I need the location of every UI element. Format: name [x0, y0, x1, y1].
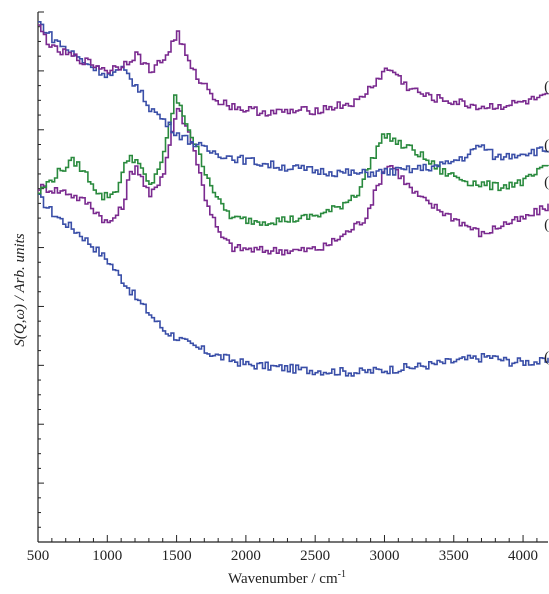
series-line-0 [38, 193, 549, 377]
series-line-4 [38, 24, 549, 117]
x-tick-label: 3000 [369, 548, 399, 564]
series-labels: (a) (b) (c) (d) (e) [544, 79, 549, 365]
x-axis: 500 1000 1500 2000 2500 3000 3500 4000 [27, 535, 538, 564]
series-label: (e) [544, 79, 549, 95]
x-tick-label: 1000 [92, 548, 122, 564]
series-line-3 [38, 21, 549, 178]
series-label: (b) [544, 217, 549, 233]
x-axis-title: Wavenumber / cm-1 [228, 569, 346, 587]
x-tick-label: 2500 [300, 548, 330, 564]
series-label: (c) [544, 175, 549, 191]
series-line-1 [38, 107, 549, 256]
series-layer [38, 21, 549, 377]
x-tick-label: 1500 [162, 548, 192, 564]
x-tick-label: 2000 [231, 548, 261, 564]
series-label: (d) [544, 138, 549, 154]
series-label: (a) [544, 350, 549, 366]
x-tick-label: 4000 [508, 548, 538, 564]
series-line-2 [38, 94, 549, 226]
x-tick-label: 500 [27, 548, 50, 564]
plot-frame [37, 11, 548, 543]
x-tick-label: 3500 [439, 548, 469, 564]
y-axis-title: S(Q,ω) / Arb. units [12, 233, 28, 346]
